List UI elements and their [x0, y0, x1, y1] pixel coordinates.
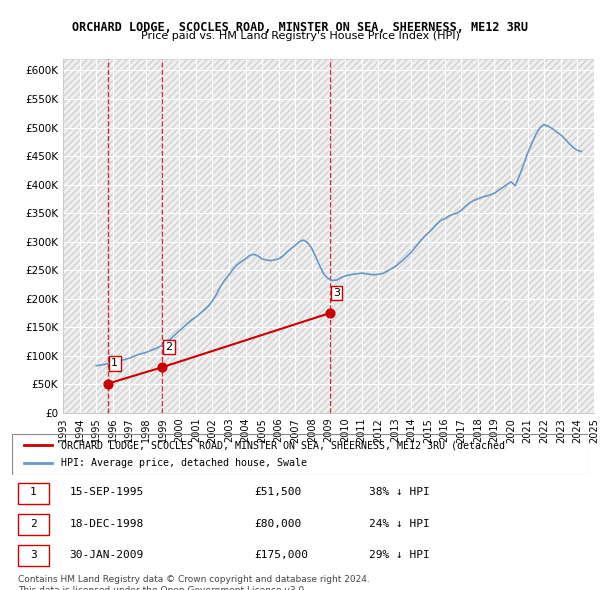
Text: 2: 2 — [165, 342, 172, 352]
Text: 24% ↓ HPI: 24% ↓ HPI — [369, 519, 430, 529]
Text: 1: 1 — [111, 359, 118, 369]
Text: HPI: Average price, detached house, Swale: HPI: Average price, detached house, Swal… — [61, 458, 307, 468]
Text: 1: 1 — [30, 487, 37, 497]
Text: 29% ↓ HPI: 29% ↓ HPI — [369, 550, 430, 560]
Text: £175,000: £175,000 — [254, 550, 308, 560]
Bar — [18, 514, 49, 535]
Bar — [18, 483, 49, 504]
Bar — [18, 545, 49, 566]
Point — [157, 363, 167, 372]
Point — [103, 379, 113, 388]
Text: ORCHARD LODGE, SCOCLES ROAD, MINSTER ON SEA, SHEERNESS, ME12 3RU: ORCHARD LODGE, SCOCLES ROAD, MINSTER ON … — [72, 21, 528, 34]
Text: 30-JAN-2009: 30-JAN-2009 — [70, 550, 144, 560]
Text: 38% ↓ HPI: 38% ↓ HPI — [369, 487, 430, 497]
Text: 18-DEC-1998: 18-DEC-1998 — [70, 519, 144, 529]
Text: £51,500: £51,500 — [254, 487, 301, 497]
Text: 15-SEP-1995: 15-SEP-1995 — [70, 487, 144, 497]
Text: £80,000: £80,000 — [254, 519, 301, 529]
Text: Contains HM Land Registry data © Crown copyright and database right 2024.
This d: Contains HM Land Registry data © Crown c… — [18, 575, 370, 590]
Point — [325, 309, 335, 318]
Text: 3: 3 — [30, 550, 37, 560]
Text: Price paid vs. HM Land Registry's House Price Index (HPI): Price paid vs. HM Land Registry's House … — [140, 31, 460, 41]
Text: ORCHARD LODGE, SCOCLES ROAD, MINSTER ON SEA, SHEERNESS, ME12 3RU (detached: ORCHARD LODGE, SCOCLES ROAD, MINSTER ON … — [61, 440, 505, 450]
Text: 3: 3 — [333, 288, 340, 298]
Text: 2: 2 — [30, 519, 37, 529]
